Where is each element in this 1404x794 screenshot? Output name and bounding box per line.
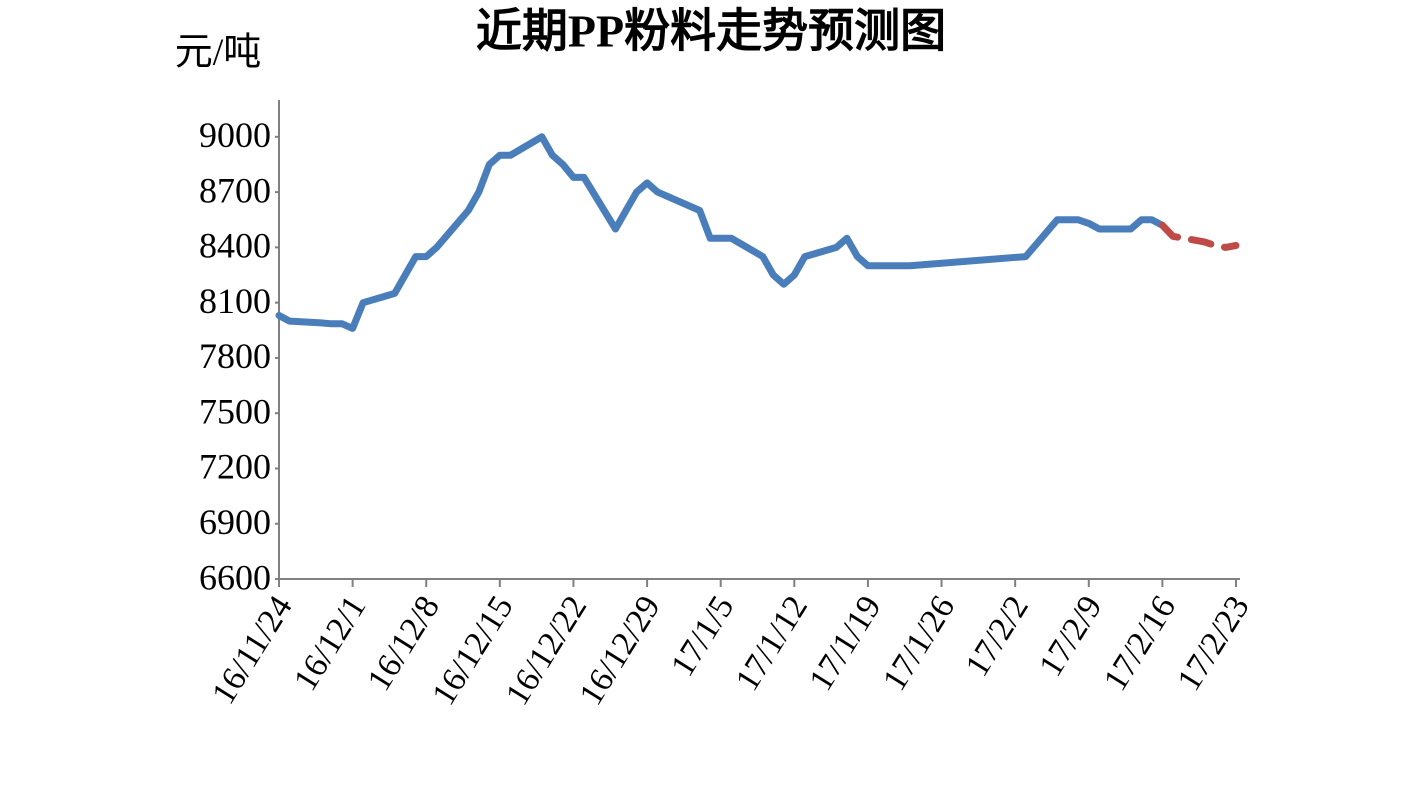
y-tick-label: 8400 bbox=[199, 226, 271, 266]
y-tick-label: 7800 bbox=[199, 336, 271, 376]
y-tick-label: 8100 bbox=[199, 281, 271, 321]
x-tick-label: 17/1/26 bbox=[876, 590, 962, 698]
series-line bbox=[1158, 221, 1240, 251]
chart-title: 近期PP粉料走势预测图 bbox=[476, 6, 946, 57]
x-tick-label: 17/2/16 bbox=[1097, 590, 1183, 698]
x-tick-label: 17/1/5 bbox=[664, 590, 741, 683]
y-tick-label: 7200 bbox=[199, 447, 271, 487]
x-tick-label: 17/1/19 bbox=[802, 590, 888, 698]
y-tick-label: 6900 bbox=[199, 502, 271, 542]
y-tick-label: 6600 bbox=[199, 557, 271, 597]
y-axis-label: 元/吨 bbox=[175, 32, 262, 74]
x-tick-label: 17/2/9 bbox=[1032, 590, 1109, 683]
x-tick-label: 17/1/12 bbox=[729, 590, 815, 698]
x-tick-label: 17/2/23 bbox=[1170, 590, 1256, 698]
x-tick-label: 16/11/24 bbox=[205, 590, 300, 711]
y-tick-label: 7500 bbox=[199, 391, 271, 431]
x-tick-label: 16/12/1 bbox=[287, 590, 373, 698]
series-line bbox=[275, 133, 1166, 332]
x-tick-label: 17/2/2 bbox=[959, 590, 1036, 683]
y-tick-label: 9000 bbox=[199, 115, 271, 155]
y-tick-label: 8700 bbox=[199, 170, 271, 210]
